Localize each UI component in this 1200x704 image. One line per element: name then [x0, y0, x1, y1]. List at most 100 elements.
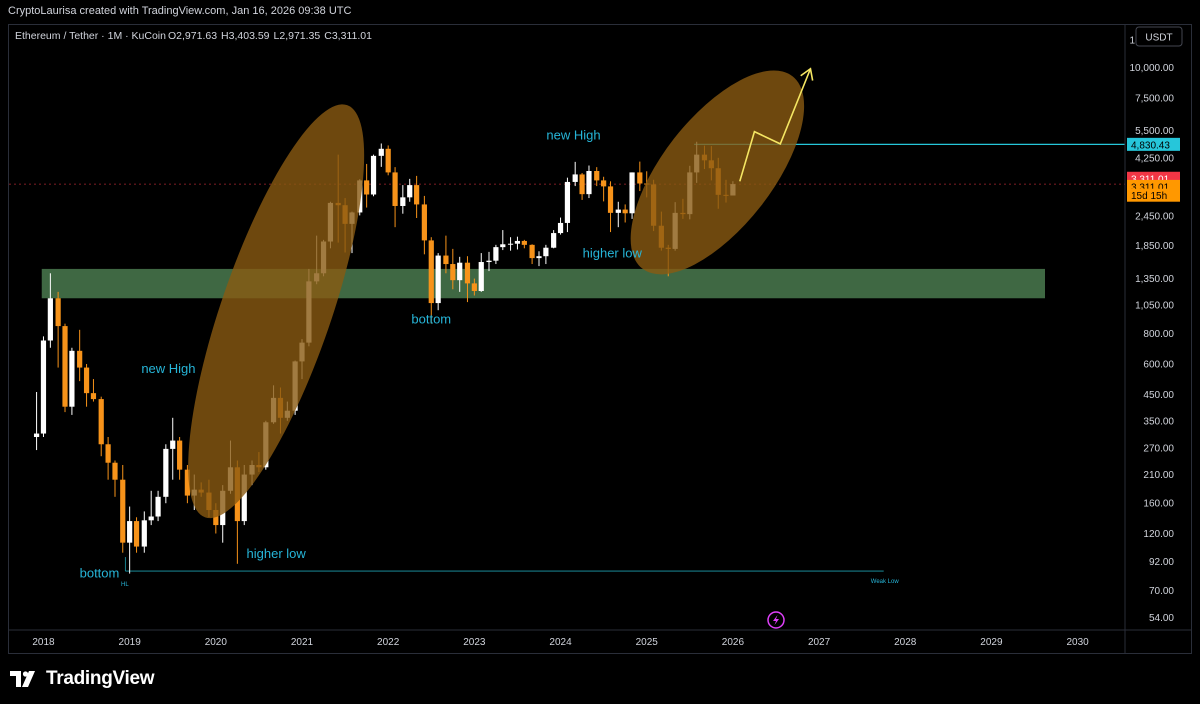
candle	[133, 517, 140, 553]
price-tick-label: 350.00	[1143, 416, 1174, 427]
candle	[594, 167, 600, 187]
candle-body	[385, 148, 391, 173]
candle-body	[629, 172, 635, 214]
chart-frame[interactable]: new High bottom higher low bottom new High hi…	[8, 24, 1192, 654]
candle-body	[601, 180, 607, 187]
highlight-ellipse[interactable]	[599, 42, 836, 302]
price-tick-label: 800.00	[1143, 329, 1174, 340]
candle	[622, 204, 628, 223]
price-tick-label: 1,050.00	[1135, 301, 1174, 312]
candle-body	[364, 180, 370, 195]
candle	[392, 167, 398, 228]
candle-body	[529, 244, 535, 259]
candle	[163, 444, 169, 504]
candle-body	[141, 520, 147, 547]
time-tick-label: 2026	[722, 637, 745, 648]
projection-path[interactable]	[739, 68, 812, 182]
annotation-label[interactable]: bottom	[411, 312, 451, 327]
candle	[601, 176, 607, 202]
currency-button[interactable]: USDT	[1135, 26, 1183, 47]
bottom-brand-bar	[0, 654, 1200, 704]
price-badge-label: 15d 15h	[1131, 191, 1167, 202]
candle	[615, 201, 621, 228]
annotation-label[interactable]: new High	[546, 128, 600, 143]
price-badge-bg	[1127, 137, 1180, 151]
candle	[40, 336, 47, 437]
candle-body	[120, 479, 126, 543]
time-tick-label: 2022	[377, 637, 400, 648]
price-tick-label: 160.00	[1143, 499, 1174, 510]
annotation-label[interactable]: new High	[141, 361, 195, 376]
candle	[105, 436, 111, 480]
candle	[378, 143, 384, 167]
candle-body	[551, 233, 557, 248]
candle	[557, 217, 564, 235]
candle	[177, 436, 183, 480]
candle-body	[213, 509, 219, 526]
time-axis: 2018 2019 2020 2021 2022 2023 2024 2025 2026 2027…	[9, 629, 1191, 648]
price-tick-label: 54.00	[1149, 613, 1174, 624]
currency-label[interactable]: USDT	[1145, 33, 1172, 44]
candle-body	[177, 440, 183, 470]
ohlc-readout: O2,971.63 H3,403.59 L2,971.35 C3,311.01	[168, 30, 372, 42]
candle-body	[564, 181, 571, 223]
symbol-legend: Ethereum / Tether · 1M · KuCoin O2,971.6…	[15, 30, 372, 42]
candle	[400, 185, 406, 214]
candle	[486, 251, 492, 272]
candle-body	[443, 255, 449, 265]
candle-body	[155, 496, 161, 517]
candle-body	[400, 197, 406, 206]
price-tick-label: 2,450.00	[1135, 211, 1174, 222]
support-zone[interactable]	[41, 268, 1045, 299]
candle-body	[163, 448, 169, 497]
price-tick-label: 210.00	[1143, 470, 1174, 481]
candle	[478, 253, 484, 292]
annotation-label[interactable]: HL	[121, 582, 129, 588]
candle	[579, 172, 585, 200]
price-badge-label: 3,311.01	[1131, 182, 1170, 193]
price-badge[interactable]: 4,830.43	[1127, 137, 1180, 152]
candle-body	[105, 444, 111, 463]
candle	[77, 329, 83, 382]
candlestick-chart[interactable]: new High bottom higher low bottom new High hi…	[9, 25, 1191, 653]
candle-body	[500, 244, 506, 248]
candle	[112, 460, 118, 497]
candle-body	[428, 240, 434, 304]
price-badge[interactable]: 15d 15h	[1127, 188, 1180, 203]
candle	[629, 172, 635, 219]
highlight-ellipse[interactable]	[153, 87, 399, 535]
annotation-label[interactable]: Weak Low	[871, 579, 900, 585]
candle	[33, 391, 40, 451]
candle-body	[112, 462, 118, 480]
candle-body	[557, 222, 564, 234]
candle	[141, 511, 147, 553]
annotation-label[interactable]: higher low	[247, 546, 307, 561]
symbol-title[interactable]: Ethereum / Tether · 1M · KuCoin	[15, 30, 166, 42]
author-credit: CryptoLaurisa created with TradingView.c…	[8, 5, 352, 17]
candle-body	[33, 433, 40, 437]
annotation-label[interactable]: higher low	[583, 245, 643, 260]
time-tick-label: 2023	[463, 637, 486, 648]
time-tick-label: 2021	[291, 637, 314, 648]
price-tick-label: 120.00	[1143, 529, 1174, 540]
tradingview-logo[interactable]: TradingView	[10, 668, 155, 690]
candle-body	[241, 474, 247, 522]
support-zone-layer	[41, 268, 1045, 299]
candle-body	[450, 264, 456, 281]
candle-body	[98, 399, 104, 445]
candle-body	[392, 172, 398, 206]
lightning-icon[interactable]	[767, 611, 785, 629]
candle-body	[148, 516, 154, 521]
tradingview-logo-icon	[10, 671, 35, 687]
candle	[155, 490, 161, 522]
annotation-label[interactable]: bottom	[80, 566, 120, 581]
candle-body	[637, 172, 643, 184]
candle-body	[62, 326, 68, 407]
candle-body	[622, 209, 628, 214]
tradingview-wordmark: TradingView	[46, 668, 155, 689]
candle	[507, 237, 514, 251]
candle	[421, 195, 427, 255]
candle-body	[407, 185, 413, 198]
candle	[414, 175, 420, 219]
